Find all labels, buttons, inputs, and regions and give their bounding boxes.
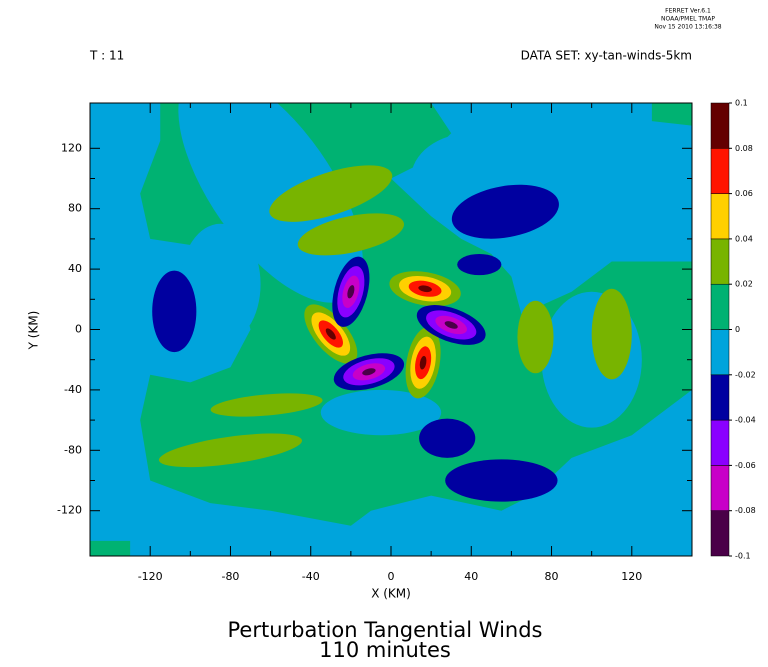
colorbar-label: -0.06 <box>735 461 756 470</box>
x-tick-label: 0 <box>388 570 395 583</box>
header-line: FERRET Ver.6.1 <box>665 8 711 15</box>
header-line: Nov 15 2010 13:16:38 <box>654 24 721 31</box>
y-tick-label: -40 <box>64 383 82 396</box>
contour-region <box>325 328 336 340</box>
dataset-label: DATA SET: xy-tan-winds-5km <box>521 49 692 63</box>
contour-region <box>445 459 558 502</box>
y-tick-label: 80 <box>68 202 82 215</box>
colorbar-swatch <box>710 193 730 240</box>
colorbar-swatch <box>710 374 730 421</box>
contour-region <box>591 288 632 380</box>
colorbar-swatch <box>710 148 730 194</box>
contour-region <box>362 368 376 376</box>
colorbar-label: -0.04 <box>735 416 756 425</box>
contour-region <box>297 213 404 256</box>
y-tick-label: 40 <box>68 262 82 275</box>
colorbar-swatch <box>710 465 730 511</box>
y-tick-label: -80 <box>64 443 82 456</box>
y-tick-label: 120 <box>61 141 82 154</box>
colorbar-label: -0.08 <box>735 506 756 515</box>
contour-region <box>457 254 502 276</box>
contour-region <box>347 285 355 299</box>
time-label: T : 11 <box>89 49 124 63</box>
contour-region <box>180 223 261 345</box>
colorbar-swatch <box>710 283 730 330</box>
contour-region <box>451 184 559 239</box>
colorbar-label: -0.1 <box>735 552 751 561</box>
chart-title: Perturbation Tangential Winds <box>228 618 543 642</box>
contour-region <box>158 433 303 468</box>
x-tick-label: 120 <box>621 570 642 583</box>
colorbar-swatch <box>710 419 730 466</box>
colorbar-label: 0.04 <box>735 234 753 243</box>
contour-region <box>152 270 197 353</box>
x-tick-label: -40 <box>302 570 320 583</box>
contour-region <box>444 321 458 329</box>
x-axis-label: X (KM) <box>371 587 411 601</box>
colorbar-label: 0.08 <box>735 144 753 153</box>
contour-region <box>651 103 692 126</box>
colorbar-swatch <box>710 329 730 376</box>
contour-region <box>269 165 393 222</box>
contour-region <box>210 393 323 417</box>
colorbar-label: -0.02 <box>735 370 756 379</box>
header-line: NOAA/PMEL TMAP <box>661 16 715 23</box>
y-tick-label: -120 <box>57 504 82 517</box>
y-tick-label: 0 <box>75 323 82 336</box>
contour-region <box>418 285 432 293</box>
x-tick-label: 40 <box>464 570 478 583</box>
contour-region <box>517 300 554 374</box>
x-tick-label: -120 <box>138 570 163 583</box>
colorbar-label: 0.06 <box>735 189 753 198</box>
x-tick-label: -80 <box>221 570 239 583</box>
y-axis-label: Y (KM) <box>27 311 41 351</box>
contour-region <box>90 540 131 556</box>
colorbar-swatch <box>710 510 730 557</box>
contour-region <box>419 418 476 458</box>
contour-region <box>320 389 442 436</box>
colorbar-swatch <box>710 238 730 285</box>
colorbar-label: 0.02 <box>735 280 753 289</box>
contour-region <box>419 355 427 370</box>
contour-field <box>90 103 692 556</box>
colorbar-label: 0.1 <box>735 99 748 108</box>
colorbar-swatch <box>710 102 730 149</box>
colorbar-label: 0 <box>735 325 740 334</box>
x-tick-label: 80 <box>545 570 559 583</box>
chart-subtitle: 110 minutes <box>319 638 451 662</box>
